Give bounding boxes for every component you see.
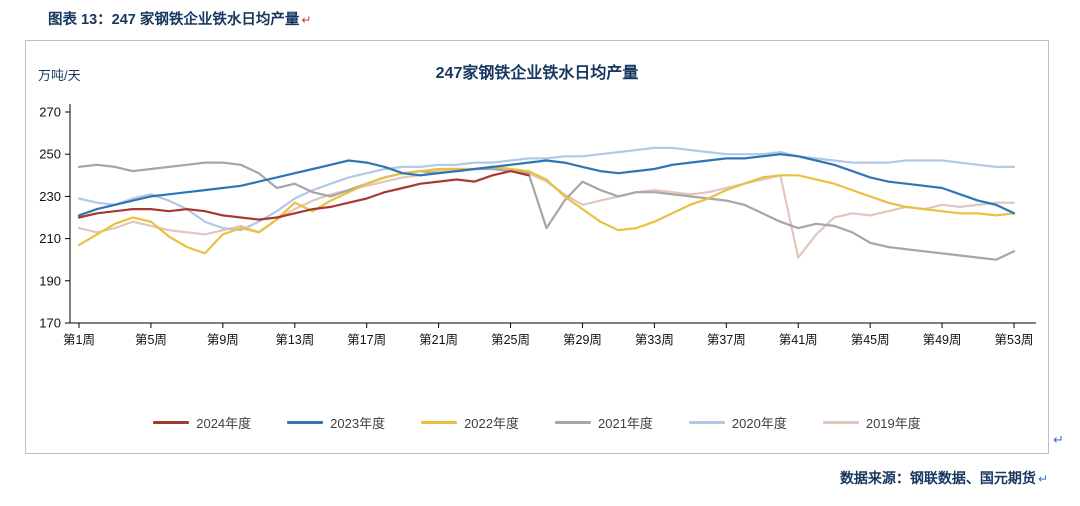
figure-caption: 图表 13：247 家钢铁企业铁水日均产量 ↵ — [48, 8, 311, 29]
svg-text:第49周: 第49周 — [923, 333, 962, 347]
svg-text:第25周: 第25周 — [491, 333, 530, 347]
svg-text:250: 250 — [39, 147, 61, 162]
svg-text:第1周: 第1周 — [63, 333, 95, 347]
svg-text:第45周: 第45周 — [851, 333, 890, 347]
svg-text:第29周: 第29周 — [563, 333, 602, 347]
legend-label-2020: 2020年度 — [731, 416, 787, 431]
legend-swatch-2021-icon — [555, 421, 591, 424]
svg-text:270: 270 — [39, 105, 61, 120]
svg-text:第21周: 第21周 — [419, 333, 458, 347]
legend-item-2021: 2021年度 — [555, 413, 653, 432]
chart-frame: 247家钢铁企业铁水日均产量 万吨/天 170 190 210 230 250 270 第1… — [25, 40, 1049, 454]
legend-label-2021: 2021年度 — [598, 416, 653, 431]
chart-title: 247家钢铁企业铁水日均产量 — [435, 65, 639, 82]
svg-text:第37周: 第37周 — [707, 333, 746, 347]
legend-label-2023: 2023年度 — [330, 416, 386, 431]
data-source-text: 数据来源：钢联数据、国元期货 — [839, 470, 1036, 486]
legend-label-2022: 2022年度 — [464, 416, 519, 431]
legend-swatch-2023-icon — [287, 421, 324, 424]
legend-item-2020: 2020年度 — [688, 413, 787, 432]
chart-legend: 2024年度 2023年度 2022年度 2021年度 2020年度 2019年… — [26, 413, 1048, 432]
return-mark-icon: ↵ — [1037, 472, 1048, 486]
svg-text:第17周: 第17周 — [347, 333, 386, 347]
y-axis-unit-label: 万吨/天 — [38, 68, 81, 83]
svg-text:230: 230 — [39, 189, 61, 204]
legend-item-2023: 2023年度 — [287, 413, 385, 432]
return-mark-icon: ↵ — [1053, 432, 1064, 447]
legend-label-2024: 2024年度 — [196, 416, 252, 431]
legend-label-2019: 2019年度 — [865, 416, 921, 431]
return-mark-icon: ↵ — [301, 13, 312, 27]
legend-swatch-2020-icon — [688, 421, 725, 424]
svg-text:210: 210 — [39, 231, 61, 246]
svg-text:第5周: 第5周 — [135, 333, 167, 347]
svg-text:第33周: 第33周 — [635, 333, 674, 347]
legend-swatch-2024-icon — [153, 421, 190, 424]
svg-text:170: 170 — [39, 316, 61, 331]
figure-caption-text: 图表 13：247 家钢铁企业铁水日均产量 — [48, 12, 300, 28]
svg-text:第53周: 第53周 — [995, 333, 1034, 347]
svg-text:第41周: 第41周 — [779, 333, 818, 347]
svg-text:190: 190 — [39, 273, 61, 288]
svg-text:第9周: 第9周 — [207, 333, 239, 347]
svg-text:第13周: 第13周 — [275, 333, 314, 347]
line-chart: 170 190 210 230 250 270 第1周 第5周 第9周 第13周 第17周 第21周 第… — [39, 104, 1036, 347]
legend-swatch-2019-icon — [822, 421, 859, 424]
legend-item-2022: 2022年度 — [421, 413, 519, 432]
data-source: 数据来源：钢联数据、国元期货 ↵ — [840, 468, 1048, 488]
legend-swatch-2022-icon — [421, 421, 458, 424]
legend-item-2024: 2024年度 — [153, 413, 251, 432]
legend-item-2019: 2019年度 — [822, 413, 921, 432]
